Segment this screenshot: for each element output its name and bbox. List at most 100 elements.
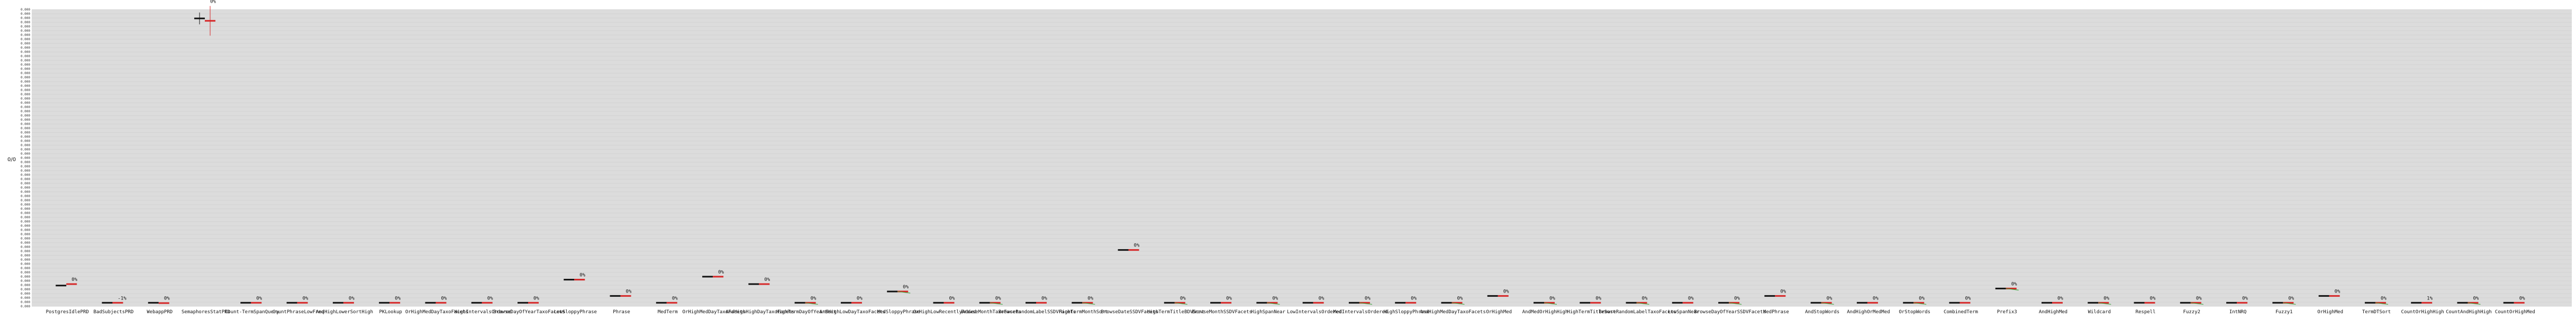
data-label: 0% — [303, 296, 309, 301]
data-marks: 0% -1% 0% 0% 0% 0% 0% 0% 0% 0% 0% 0% 0% 0% 0% 0% 0% 0% 0% 0… — [56, 0, 2525, 305]
y-tick-label: 0.000 — [21, 76, 30, 80]
y-tick-label: 0.000 — [21, 178, 30, 181]
y-tick-label: 0.000 — [21, 152, 30, 156]
x-tick-label: HighIntervalsOrdered — [455, 310, 512, 315]
y-tick-label: 0.000 — [21, 25, 30, 29]
y-tick-label: 0.000 — [21, 33, 30, 37]
y-tick-label: 0.000 — [21, 50, 30, 54]
x-tick-label: CountAndHighHigh — [2446, 310, 2492, 315]
data-label: 0% — [2150, 296, 2156, 301]
y-tick-label: 0.000 — [21, 110, 30, 113]
y-tick-label: 0.000 — [21, 105, 30, 109]
y-tick-label: 0.000 — [21, 262, 30, 266]
x-tick-label: BrowseDayOfYearTaxoFacets — [493, 310, 565, 315]
data-label: 0% — [1226, 296, 1232, 301]
improved-mark — [1729, 302, 1742, 305]
y-tick-label: 0.000 — [21, 296, 30, 300]
y-tick-label: 0.000 — [21, 38, 30, 41]
y-tick-label: 0.000 — [21, 114, 30, 118]
data-label: 0% — [2103, 296, 2109, 301]
y-tick-label: 0.000 — [21, 29, 30, 33]
x-tick-label: AndHighMedDayTaxoFacets — [1420, 310, 1486, 315]
y-tick-label: 0.000 — [21, 182, 30, 186]
x-tick-label: AndHighOrMedMed — [1847, 310, 1890, 315]
x-tick-label: LowIntervalsOrdered — [1287, 310, 1341, 315]
x-tick-label: Wildcard — [2088, 310, 2111, 315]
x-tick-label: AndHighMed — [2039, 310, 2067, 315]
x-tick-label: AndMedOrHighHigh — [1522, 310, 1568, 315]
data-label: 0% — [2242, 296, 2248, 301]
data-label: 0% — [2519, 296, 2525, 301]
data-label: 0% — [1087, 296, 1093, 301]
y-tick-label: 0.000 — [21, 284, 30, 287]
improved-mark — [805, 302, 818, 305]
y-tick-label: 0.000 — [21, 241, 30, 245]
data-label: 0% — [672, 296, 678, 301]
data-label: 1% — [2427, 296, 2433, 301]
x-tick-label: BrowseDateSSDVFacets — [1101, 310, 1158, 315]
y-tick-label: 0.000 — [21, 135, 30, 139]
y-tick-label: 0.000 — [21, 211, 30, 215]
x-tick-label: CountPhraseLowFreq — [273, 310, 324, 315]
y-tick-label: 0.000 — [21, 97, 30, 101]
x-tick-label: LowSloppyPhrase — [554, 310, 597, 315]
x-tick-label: HighSpanNear — [1251, 310, 1286, 315]
data-label: 0% — [903, 285, 909, 290]
y-tick-label: 0.000 — [21, 271, 30, 275]
y-tick-label: 0.000 — [21, 16, 30, 20]
data-label: 0% — [1965, 296, 1971, 301]
y-tick-label: 0.000 — [21, 199, 30, 202]
y-tick-label: 0.000 — [21, 207, 30, 211]
y-tick-label: 0.000 — [21, 72, 30, 75]
improved-mark — [1082, 302, 1095, 305]
data-label: 0% — [764, 277, 770, 282]
x-tick-label: PostgresIdlePRD — [46, 310, 89, 315]
x-tick-label: Prefix3 — [1997, 310, 2017, 315]
x-tick-label: Respell — [2136, 310, 2156, 315]
y-tick-label: 0.000 — [21, 245, 30, 249]
x-tick-label: BrowseRandomLabelTaxoFacets — [1599, 310, 1676, 315]
x-tick-label: OrHighMedDayTaxoFacets — [682, 310, 745, 315]
y-tick-label: 0.000 — [21, 258, 30, 262]
y-tick-label: 0.000 — [21, 203, 30, 207]
data-label: 0% — [1272, 296, 1278, 301]
x-tick-label: HighTermMonthSort — [1059, 310, 1108, 315]
data-label: 0% — [2196, 296, 2202, 301]
data-label: 0% — [1411, 296, 1417, 301]
y-tick-label: 0.000 — [21, 224, 30, 228]
y-tick-label: 0.000 — [21, 161, 30, 164]
y-tick-label: 0.000 — [21, 127, 30, 130]
y-tick-label: 0.000 — [21, 156, 30, 160]
x-tick-label: Count-TermSpanQuery — [225, 310, 280, 315]
data-label: 0% — [2288, 296, 2294, 301]
data-label: 0% — [1642, 296, 1648, 301]
x-tick-label: HighSloppyPhrase — [1384, 310, 1430, 315]
data-label: 0% — [1134, 243, 1140, 249]
data-label: 0% — [256, 296, 262, 301]
x-tick-label: OrHighLowRecentlyAdded — [913, 310, 976, 315]
y-tick-label: 0.000 — [21, 46, 30, 50]
data-label: 0% — [626, 289, 632, 294]
data-label: 0% — [1780, 289, 1786, 294]
x-tick-label: AndHighHighDayTaxoFacets — [725, 310, 794, 315]
improved-mark — [2190, 302, 2203, 305]
data-label: 0% — [1365, 296, 1371, 301]
data-label: 0% — [533, 296, 539, 301]
x-tick-label: BrowseMonthSSDVFacets — [1192, 310, 1252, 315]
y-tick-label: 0.000 — [21, 292, 30, 296]
y-tick-label: 0.000 — [21, 12, 30, 16]
y-tick-label: 0.000 — [21, 169, 30, 173]
improved-mark — [1636, 302, 1649, 305]
x-tick-label: WebappPRD — [147, 310, 173, 315]
data-label: 0% — [210, 0, 216, 4]
y-tick-label: 0.000 — [21, 148, 30, 152]
y-tick-label: 0.000 — [21, 216, 30, 219]
data-label: 0% — [1919, 296, 1925, 301]
y-tick-label: 0.000 — [21, 195, 30, 198]
y-axis-ticks: 0.0000.0000.0000.0000.0000.0000.0000.000… — [21, 8, 30, 308]
data-label: 0% — [718, 270, 724, 275]
improved-mark — [2375, 302, 2388, 305]
x-tick-label: BrowseDayOfYearSSDVFacets — [1694, 310, 1765, 315]
x-tick-label: AndHighLowerSortHigh — [316, 310, 373, 315]
